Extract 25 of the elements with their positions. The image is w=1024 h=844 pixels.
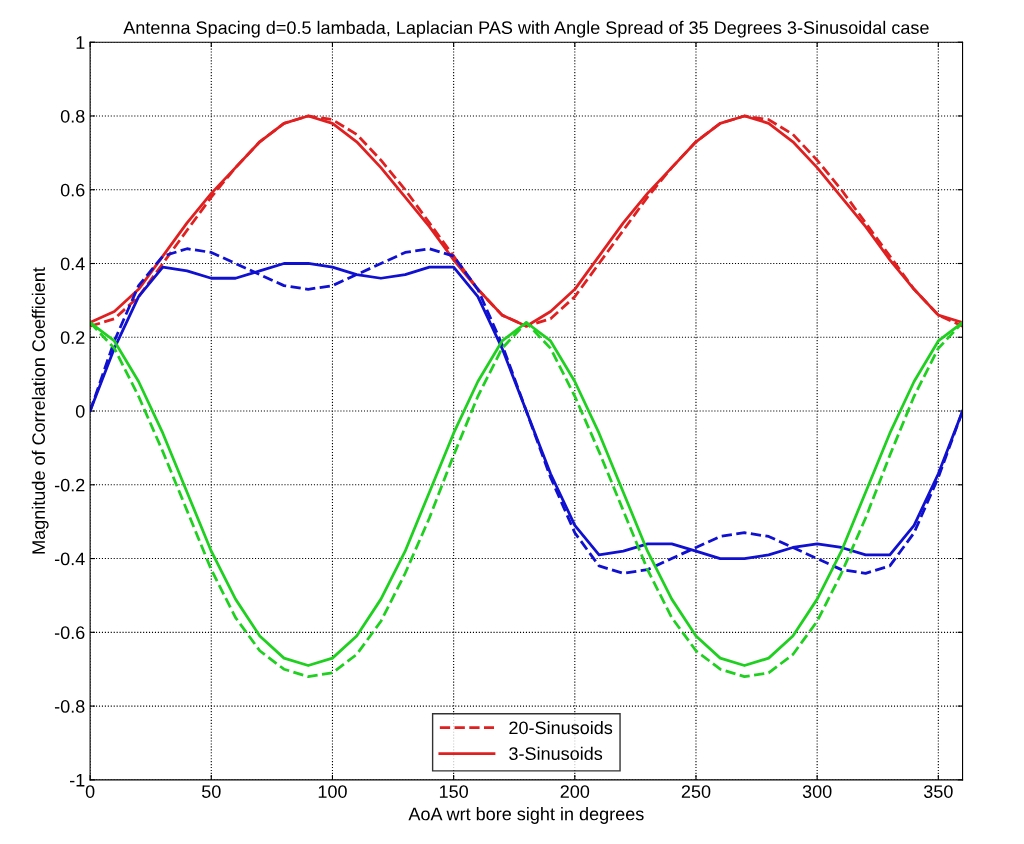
x-tick-label: 300 <box>802 785 832 798</box>
y-tick-label: 0 <box>75 404 85 418</box>
x-axis-title: AoA wrt bore sight in degrees <box>408 807 644 824</box>
y-tick-label: 0.2 <box>60 331 85 344</box>
y-tick-label: 0.8 <box>60 109 85 123</box>
x-tick-label: 50 <box>201 785 221 798</box>
y-tick-label: 0.6 <box>60 183 85 197</box>
chart-title: Antenna Spacing d=0.5 lambada, Laplacian PAS with Angle Spread of 35 Degrees 3-Sinusoidal case <box>123 20 929 38</box>
y-tick-label: -0.4 <box>54 552 85 566</box>
x-tick-label: 100 <box>318 785 347 798</box>
x-tick-label: 350 <box>923 785 953 798</box>
x-tick-label: 200 <box>560 785 590 798</box>
x-tick-label: 0 <box>85 785 95 798</box>
y-tick-label: -0.2 <box>54 478 85 492</box>
x-tick-label: 250 <box>681 785 711 798</box>
y-tick-label: 0.4 <box>60 257 85 271</box>
y-tick-label: -0.8 <box>54 700 85 713</box>
legend-label: 20-Sinusoids <box>509 720 613 735</box>
y-tick-label: 1 <box>76 36 85 49</box>
x-tick-label: 150 <box>439 785 468 798</box>
line-series <box>90 114 963 328</box>
y-tick-label: -1 <box>70 773 85 787</box>
y-axis-title: Magnitude of Correlation Coefficient <box>31 267 49 554</box>
y-tick-label: -0.6 <box>54 626 85 640</box>
legend-label: 3-Sinusoids <box>509 746 603 761</box>
